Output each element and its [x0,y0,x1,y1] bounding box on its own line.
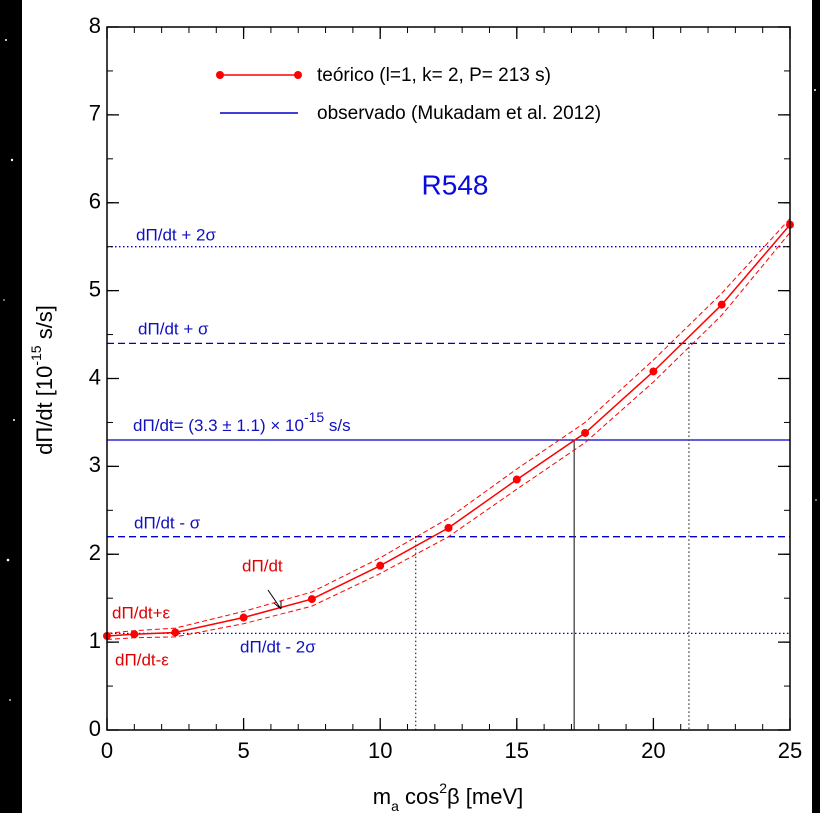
error-band [106,218,791,634]
curve-label: dΠ/dt [242,556,283,575]
observed-label-part: dΠ/dt= (3.3 ± 1.1) × 10 [133,416,304,435]
legend-marker [294,71,302,79]
x-axis-title-part: cos [399,784,439,809]
data-point [239,613,248,622]
x-tick-label: 10 [368,738,392,763]
x-axis-title-part: β [meV] [447,784,523,809]
sigma-label: dΠ/dt + 2σ [136,225,216,244]
x-tick-label: 5 [237,738,249,763]
x-axis-title-part: 2 [439,780,447,796]
y-tick-label: 0 [89,716,101,741]
x-tick-label: 20 [641,738,665,763]
legend-label: teórico (l=1, k= 2, P= 213 s) [317,65,551,86]
data-point [171,628,180,637]
x-tick-label: 15 [505,738,529,763]
legend-label: observado (Mukadam et al. 2012) [317,103,601,124]
x-axis-title-part: a [391,798,399,813]
data-point [307,595,316,604]
y-axis-title-part: s/s] [32,305,57,345]
observed-label: dΠ/dt= (3.3 ± 1.1) × 10-15 s/s [133,409,351,436]
y-tick-label: 3 [89,452,101,477]
y-axis-title: dΠ/dt [10-15 s/s] [28,305,57,455]
x-axis-title: ma cos2β [meV] [373,780,524,813]
data-point [130,630,139,639]
curve-label: dΠ/dt+ε [112,603,171,622]
y-tick-label: 5 [89,276,101,301]
y-tick-label: 8 [89,13,101,38]
observed-label-part: s/s [324,416,350,435]
chart-title: R548 [422,169,489,200]
y-tick-label: 4 [89,364,101,389]
data-point [376,561,385,570]
sigma-label: dΠ/dt - σ [134,513,201,532]
error-band [106,232,791,640]
y-tick-label: 6 [89,189,101,214]
data-point [444,523,453,532]
sigma-label: dΠ/dt - 2σ [240,637,316,656]
data-point [717,300,726,309]
y-tick-label: 7 [89,101,101,126]
data-point [581,428,590,437]
legend-marker [216,71,224,79]
x-tick-label: 0 [101,738,113,763]
panel [22,0,812,813]
y-tick-label: 2 [89,540,101,565]
y-axis-title-part: -15 [28,345,44,365]
data-point [649,367,658,376]
data-point [512,475,521,484]
x-axis-title-part: m [373,784,391,809]
arrow-head [273,601,282,610]
sigma-label: dΠ/dt + σ [138,319,209,338]
y-axis-title-part: dΠ/dt [10 [32,366,57,455]
arrow [267,589,282,610]
x-tick-label: 25 [778,738,802,763]
series-line [106,224,791,637]
y-tick-label: 1 [89,628,101,653]
stars [3,39,817,701]
observed-label-part: -15 [304,409,324,425]
curve-label: dΠ/dt-ε [115,650,169,669]
